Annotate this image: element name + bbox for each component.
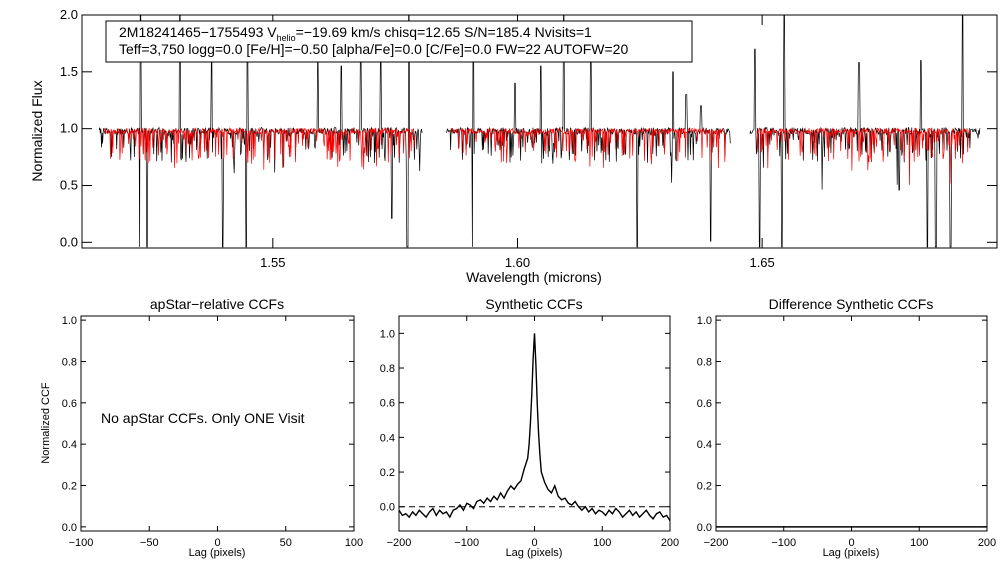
difference-ccf-x-axis-label: Lag (pixels) <box>823 547 880 559</box>
difference-ccf-panel: −200 −100 0 100 200 0.0 0.2 0.4 0.6 0.8 1.0 Differ… <box>697 296 996 559</box>
x-tick-label: −200 <box>704 537 729 549</box>
model-spectrum-segment-3 <box>756 127 971 185</box>
x-tick-label: 50 <box>280 537 292 549</box>
synthetic-ccf-data <box>398 333 671 521</box>
x-tick-label: 1.60 <box>505 255 530 270</box>
spectrum-x-axis-label: Wavelength (microns) <box>466 269 602 285</box>
apstar-ccf-title: apStar−relative CCFs <box>150 296 284 312</box>
x-tick-label: 200 <box>978 537 996 549</box>
apstar-ccf-panel: −100 −50 0 50 100 0.0 0.2 0.4 0.6 0.8 1.0 apStar−r… <box>40 296 363 559</box>
x-tick-label: 0 <box>531 537 537 549</box>
apstar-ccf-y-axis-label: Normalized CCF <box>40 382 52 464</box>
apstar-ccf-ticks: −100 −50 0 50 100 0.0 0.2 0.4 0.6 0.8 1.0 <box>62 315 363 549</box>
x-tick-label: −50 <box>140 537 159 549</box>
model-spectrum-segment-2 <box>451 127 726 169</box>
spectrum-info-box <box>105 20 693 63</box>
x-tick-label: −200 <box>387 537 412 549</box>
spectrum-panel: 1.55 1.60 1.65 0.0 0.5 1.0 1.5 2.0 2M18241465−1… <box>29 7 998 285</box>
synthetic-ccf-title: Synthetic CCFs <box>485 296 582 312</box>
x-tick-label: 0 <box>848 537 854 549</box>
x-tick-label: 100 <box>910 537 928 549</box>
apstar-ccf-note: No apStar CCFs. Only ONE Visit <box>101 410 305 426</box>
synthetic-ccf-x-axis-label: Lag (pixels) <box>506 547 563 559</box>
x-tick-label: 200 <box>661 537 679 549</box>
y-tick-label: 0.2 <box>697 481 712 493</box>
y-tick-label: 1.0 <box>697 315 712 327</box>
x-tick-label: −100 <box>69 537 94 549</box>
spectrum-ticks: 1.55 1.60 1.65 0.0 0.5 1.0 1.5 2.0 <box>60 7 997 270</box>
x-tick-label: 0 <box>214 537 220 549</box>
spectrum-y-axis-label: Normalized Flux <box>29 80 45 181</box>
apstar-ccf-x-axis-label: Lag (pixels) <box>189 547 246 559</box>
y-tick-label: 1.0 <box>60 121 78 136</box>
model-spectrum-segment-1 <box>103 126 416 170</box>
spectrum-data <box>98 14 981 248</box>
y-tick-label: 0.4 <box>380 432 395 444</box>
y-tick-label: 0.0 <box>380 502 395 514</box>
difference-ccf-title: Difference Synthetic CCFs <box>769 296 934 312</box>
x-tick-label: 100 <box>345 537 363 549</box>
spectrum-plot-frame <box>81 14 998 249</box>
y-tick-label: 0.6 <box>380 398 395 410</box>
y-tick-label: 0.5 <box>60 177 78 192</box>
y-tick-label: 0.0 <box>60 234 78 249</box>
x-tick-label: 1.55 <box>260 255 285 270</box>
y-tick-label: 0.6 <box>697 398 712 410</box>
y-tick-label: 0.8 <box>697 356 712 368</box>
y-tick-label: 0.0 <box>697 522 712 534</box>
spectrum-info-line-1: 2M18241465−1755493 Vhelio=−19.69 km/s ch… <box>119 24 592 43</box>
difference-ccf-plot-frame <box>715 315 988 532</box>
y-tick-label: 0.4 <box>697 439 712 451</box>
difference-ccf-ticks: −200 −100 0 100 200 0.0 0.2 0.4 0.6 0.8 1.0 <box>697 315 996 549</box>
y-tick-label: 0.6 <box>62 398 77 410</box>
y-tick-label: 0.2 <box>62 481 77 493</box>
y-tick-label: 0.8 <box>62 356 77 368</box>
x-tick-label: −100 <box>454 537 479 549</box>
y-tick-label: 0.2 <box>380 467 395 479</box>
x-tick-label: 100 <box>593 537 611 549</box>
y-tick-label: 2.0 <box>60 7 78 22</box>
y-tick-label: 0.4 <box>62 439 77 451</box>
y-tick-label: 1.0 <box>380 328 395 340</box>
y-tick-label: 0.0 <box>62 522 77 534</box>
y-tick-label: 1.0 <box>62 315 77 327</box>
x-tick-label: 1.65 <box>749 255 774 270</box>
spectrum-info-line-2: Teff=3,750 logg=0.0 [Fe/H]=−0.50 [alpha/… <box>119 41 628 57</box>
y-tick-label: 0.8 <box>380 363 395 375</box>
x-tick-label: −100 <box>771 537 796 549</box>
y-tick-label: 1.5 <box>60 64 78 79</box>
synthetic-ccf-line <box>398 333 671 521</box>
synthetic-ccf-ticks: −200 −100 0 100 200 0.0 0.2 0.4 0.6 0.8 1.0 <box>380 316 679 549</box>
synthetic-ccf-panel: −200 −100 0 100 200 0.0 0.2 0.4 0.6 0.8 1.0 Synthe… <box>380 296 679 559</box>
